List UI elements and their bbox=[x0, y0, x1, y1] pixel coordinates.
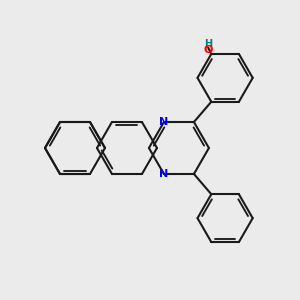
Text: H: H bbox=[204, 39, 212, 49]
Text: N: N bbox=[159, 169, 169, 179]
Text: O: O bbox=[204, 45, 213, 55]
Text: N: N bbox=[159, 117, 169, 127]
